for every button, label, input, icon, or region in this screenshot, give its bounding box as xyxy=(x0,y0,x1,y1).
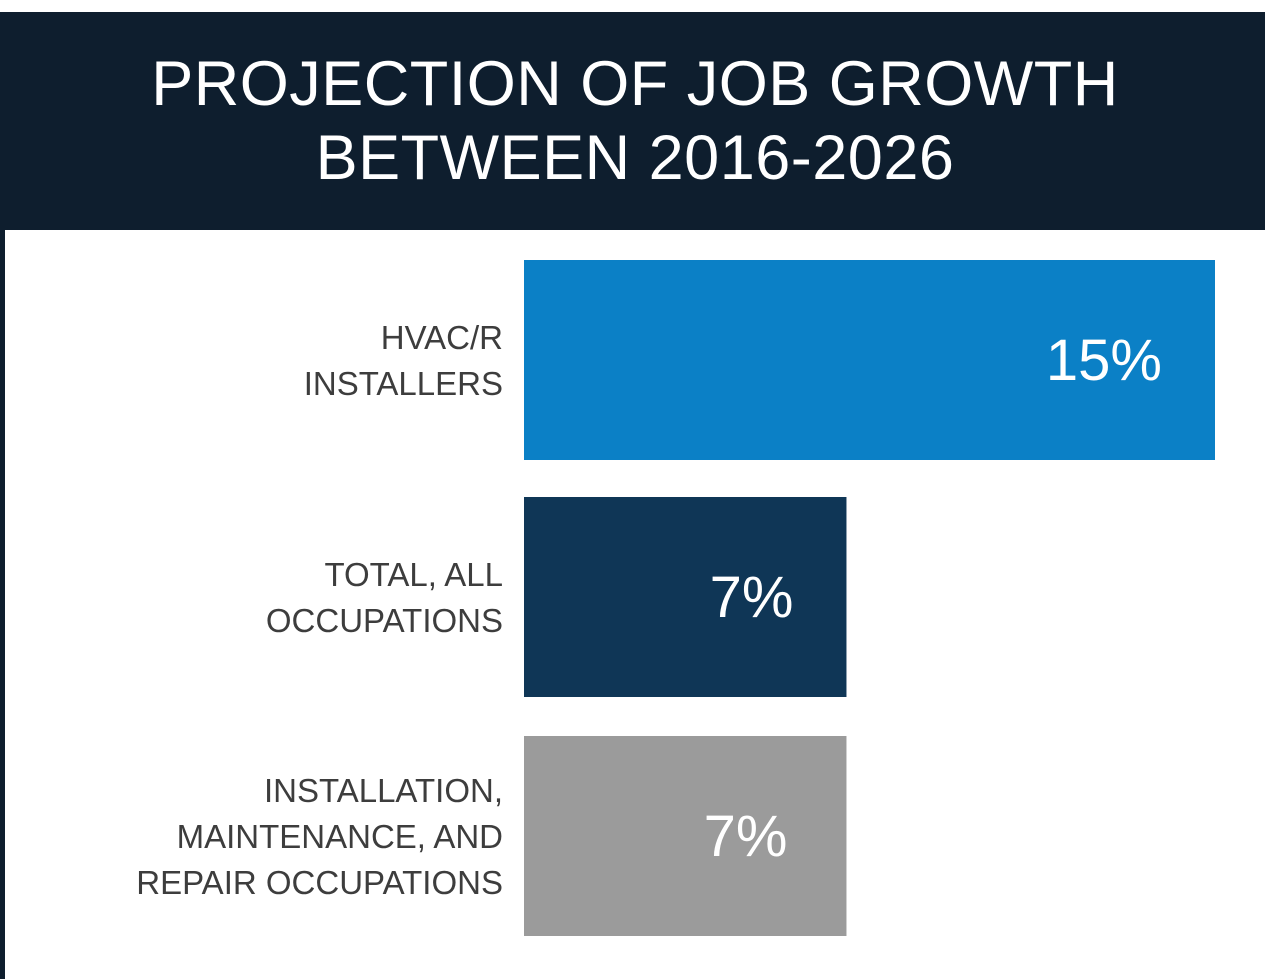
category-label-line: INSTALLERS xyxy=(304,365,503,402)
bar-value-label-3: 7% xyxy=(704,804,788,869)
bar-3 xyxy=(524,736,847,936)
category-label-line: INSTALLATION, xyxy=(264,772,503,809)
category-label-line: MAINTENANCE, AND xyxy=(177,818,503,855)
category-label-line: OCCUPATIONS xyxy=(266,602,503,639)
category-label-3: INSTALLATION, MAINTENANCE, AND REPAIR OCCU… xyxy=(136,772,503,901)
category-label-2: TOTAL, ALL OCCUPATIONS xyxy=(266,556,503,639)
bar-1 xyxy=(524,260,1215,460)
category-label-line: HVAC/R xyxy=(381,319,503,356)
bar-value-label-2: 7% xyxy=(710,565,794,630)
chart-title-line-1: PROJECTION OF JOB GROWTH xyxy=(151,49,1119,119)
bar-value-label-1: 15% xyxy=(1046,328,1162,393)
category-label-line: TOTAL, ALL xyxy=(324,556,503,593)
category-label-line: REPAIR OCCUPATIONS xyxy=(136,864,503,901)
chart-header: PROJECTION OF JOB GROWTH BETWEEN 2016-20… xyxy=(5,12,1265,230)
chart-title-line-2: BETWEEN 2016-2026 xyxy=(315,123,955,193)
category-label-1: HVAC/R INSTALLERS xyxy=(304,319,503,402)
bar-2 xyxy=(524,497,847,697)
